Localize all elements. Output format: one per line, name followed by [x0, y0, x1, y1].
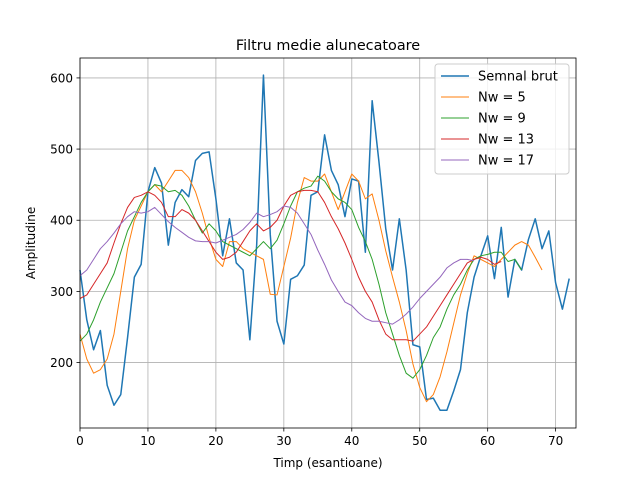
- chart-title: Filtru medie alunecatoare: [236, 38, 420, 54]
- series-line-nw-13: [79, 189, 502, 342]
- y-tick-label: 400: [50, 214, 73, 228]
- series-lines: [79, 74, 570, 411]
- series-line-semnal-brut: [79, 74, 570, 411]
- series-line-nw-9: [79, 175, 523, 379]
- y-tick-label: 600: [50, 71, 73, 85]
- series-line-nw-17: [79, 205, 475, 325]
- legend-label-nw-13: Nw = 13: [478, 133, 534, 148]
- y-tick-label: 500: [50, 143, 73, 157]
- x-tick-label: 10: [140, 434, 155, 448]
- x-tick-label: 0: [76, 434, 84, 448]
- x-tick-label: 20: [208, 434, 223, 448]
- axes-frame: [79, 57, 577, 429]
- x-tick-label: 60: [480, 434, 495, 448]
- y-tick-label: 200: [50, 356, 73, 370]
- legend-label-nw-9: Nw = 9: [478, 112, 526, 127]
- x-tick-label: 30: [276, 434, 291, 448]
- y-tick-label: 300: [50, 285, 73, 299]
- ticks: 0 10 20 30 40 50 60 70 200 300 400 500 600: [50, 71, 563, 448]
- x-tick-label: 50: [412, 434, 427, 448]
- y-axis-label: Amplitudine: [24, 207, 38, 279]
- legend-label-nw-5: Nw = 5: [478, 91, 526, 106]
- x-axis-label: Timp (esantioane): [272, 456, 382, 470]
- x-tick-label: 70: [548, 434, 563, 448]
- legend: Semnal brut Nw = 5 Nw = 9 Nw = 13 Nw = 17: [434, 63, 570, 175]
- series-line-nw-5: [79, 169, 543, 403]
- legend-label-semnal-brut: Semnal brut: [478, 70, 558, 85]
- legend-label-nw-17: Nw = 17: [478, 154, 534, 169]
- legend-box: [434, 63, 570, 175]
- x-tick-label: 40: [344, 434, 359, 448]
